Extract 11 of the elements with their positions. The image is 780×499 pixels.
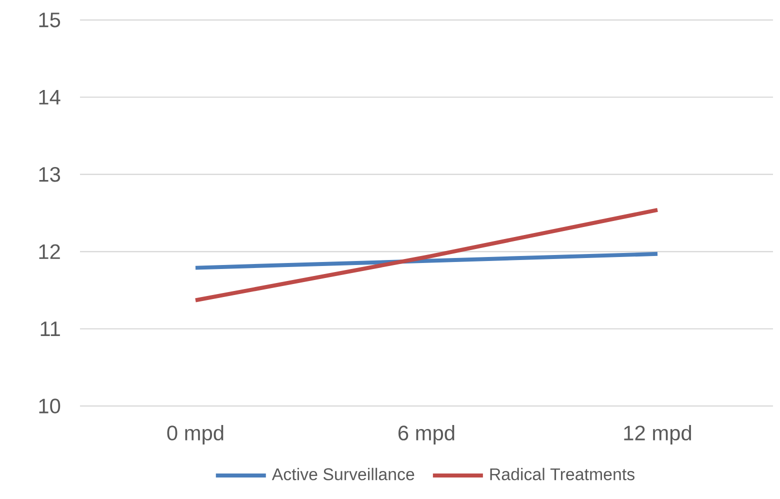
x-tick-label: 12 mpd [624,425,692,445]
y-tick-label: 14 [39,90,60,104]
y-tick-label: 15 [39,12,60,28]
legend-label: Active Surveillance [272,468,414,480]
y-tick-label: 11 [40,322,60,336]
y-tick-label: 13 [39,167,60,182]
legend-label: Radical Treatments [490,468,634,480]
x-tick-label: 6 mpd [398,425,454,445]
y-tick-label: 10 [39,398,60,414]
y-tick-label: 12 [39,244,60,259]
x-tick-label: 0 mpd [167,425,224,445]
